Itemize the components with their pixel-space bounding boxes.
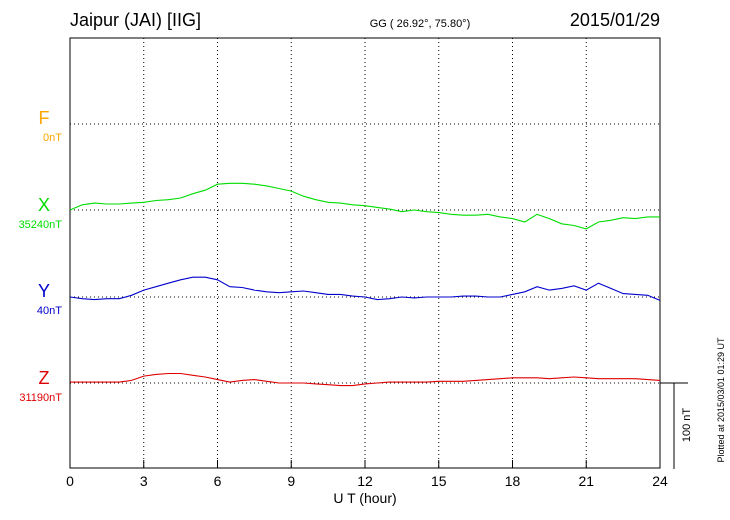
series-line-y (69, 276, 661, 301)
series-line-z (70, 372, 661, 387)
series-label-z: Z (39, 368, 50, 388)
plotted-at-note: Plotted at 2015/03/01 01:29 UT (716, 337, 726, 463)
series-layer (69, 182, 661, 387)
x-tick-label: 12 (357, 473, 373, 489)
x-tick-label: 6 (214, 473, 222, 489)
x-axis-ticks: 0 3 6 9 12 15 18 21 24 (66, 460, 668, 489)
series-label-x: X (38, 195, 50, 215)
station-coords: GG ( 26.92°, 75.80°) (370, 18, 471, 30)
baseline-label-z: 31190nT (19, 392, 62, 404)
x-tick-label: 9 (287, 473, 295, 489)
baseline-label-x: 35240nT (19, 219, 63, 231)
x-tick-label: 24 (652, 473, 668, 489)
baseline-label-f: 0nT (43, 132, 62, 144)
x-tick-label: 15 (431, 473, 447, 489)
x-tick-label: 21 (578, 473, 594, 489)
grid (70, 38, 660, 468)
x-tick-label: 18 (505, 473, 521, 489)
scale-bar: 100 nT (660, 382, 693, 469)
series-line-x (69, 182, 660, 230)
scale-bar-label: 100 nT (681, 408, 693, 443)
x-tick-label: 3 (140, 473, 148, 489)
x-axis-label: U T (hour) (333, 490, 396, 506)
series-label-y: Y (38, 281, 50, 301)
x-tick-label: 0 (66, 473, 74, 489)
station-title: Jaipur (JAI) [IIG] (70, 10, 201, 30)
baseline-label-y: 40nT (37, 305, 62, 317)
chart-date: 2015/01/29 (570, 10, 660, 30)
series-label-f: F (39, 108, 50, 128)
